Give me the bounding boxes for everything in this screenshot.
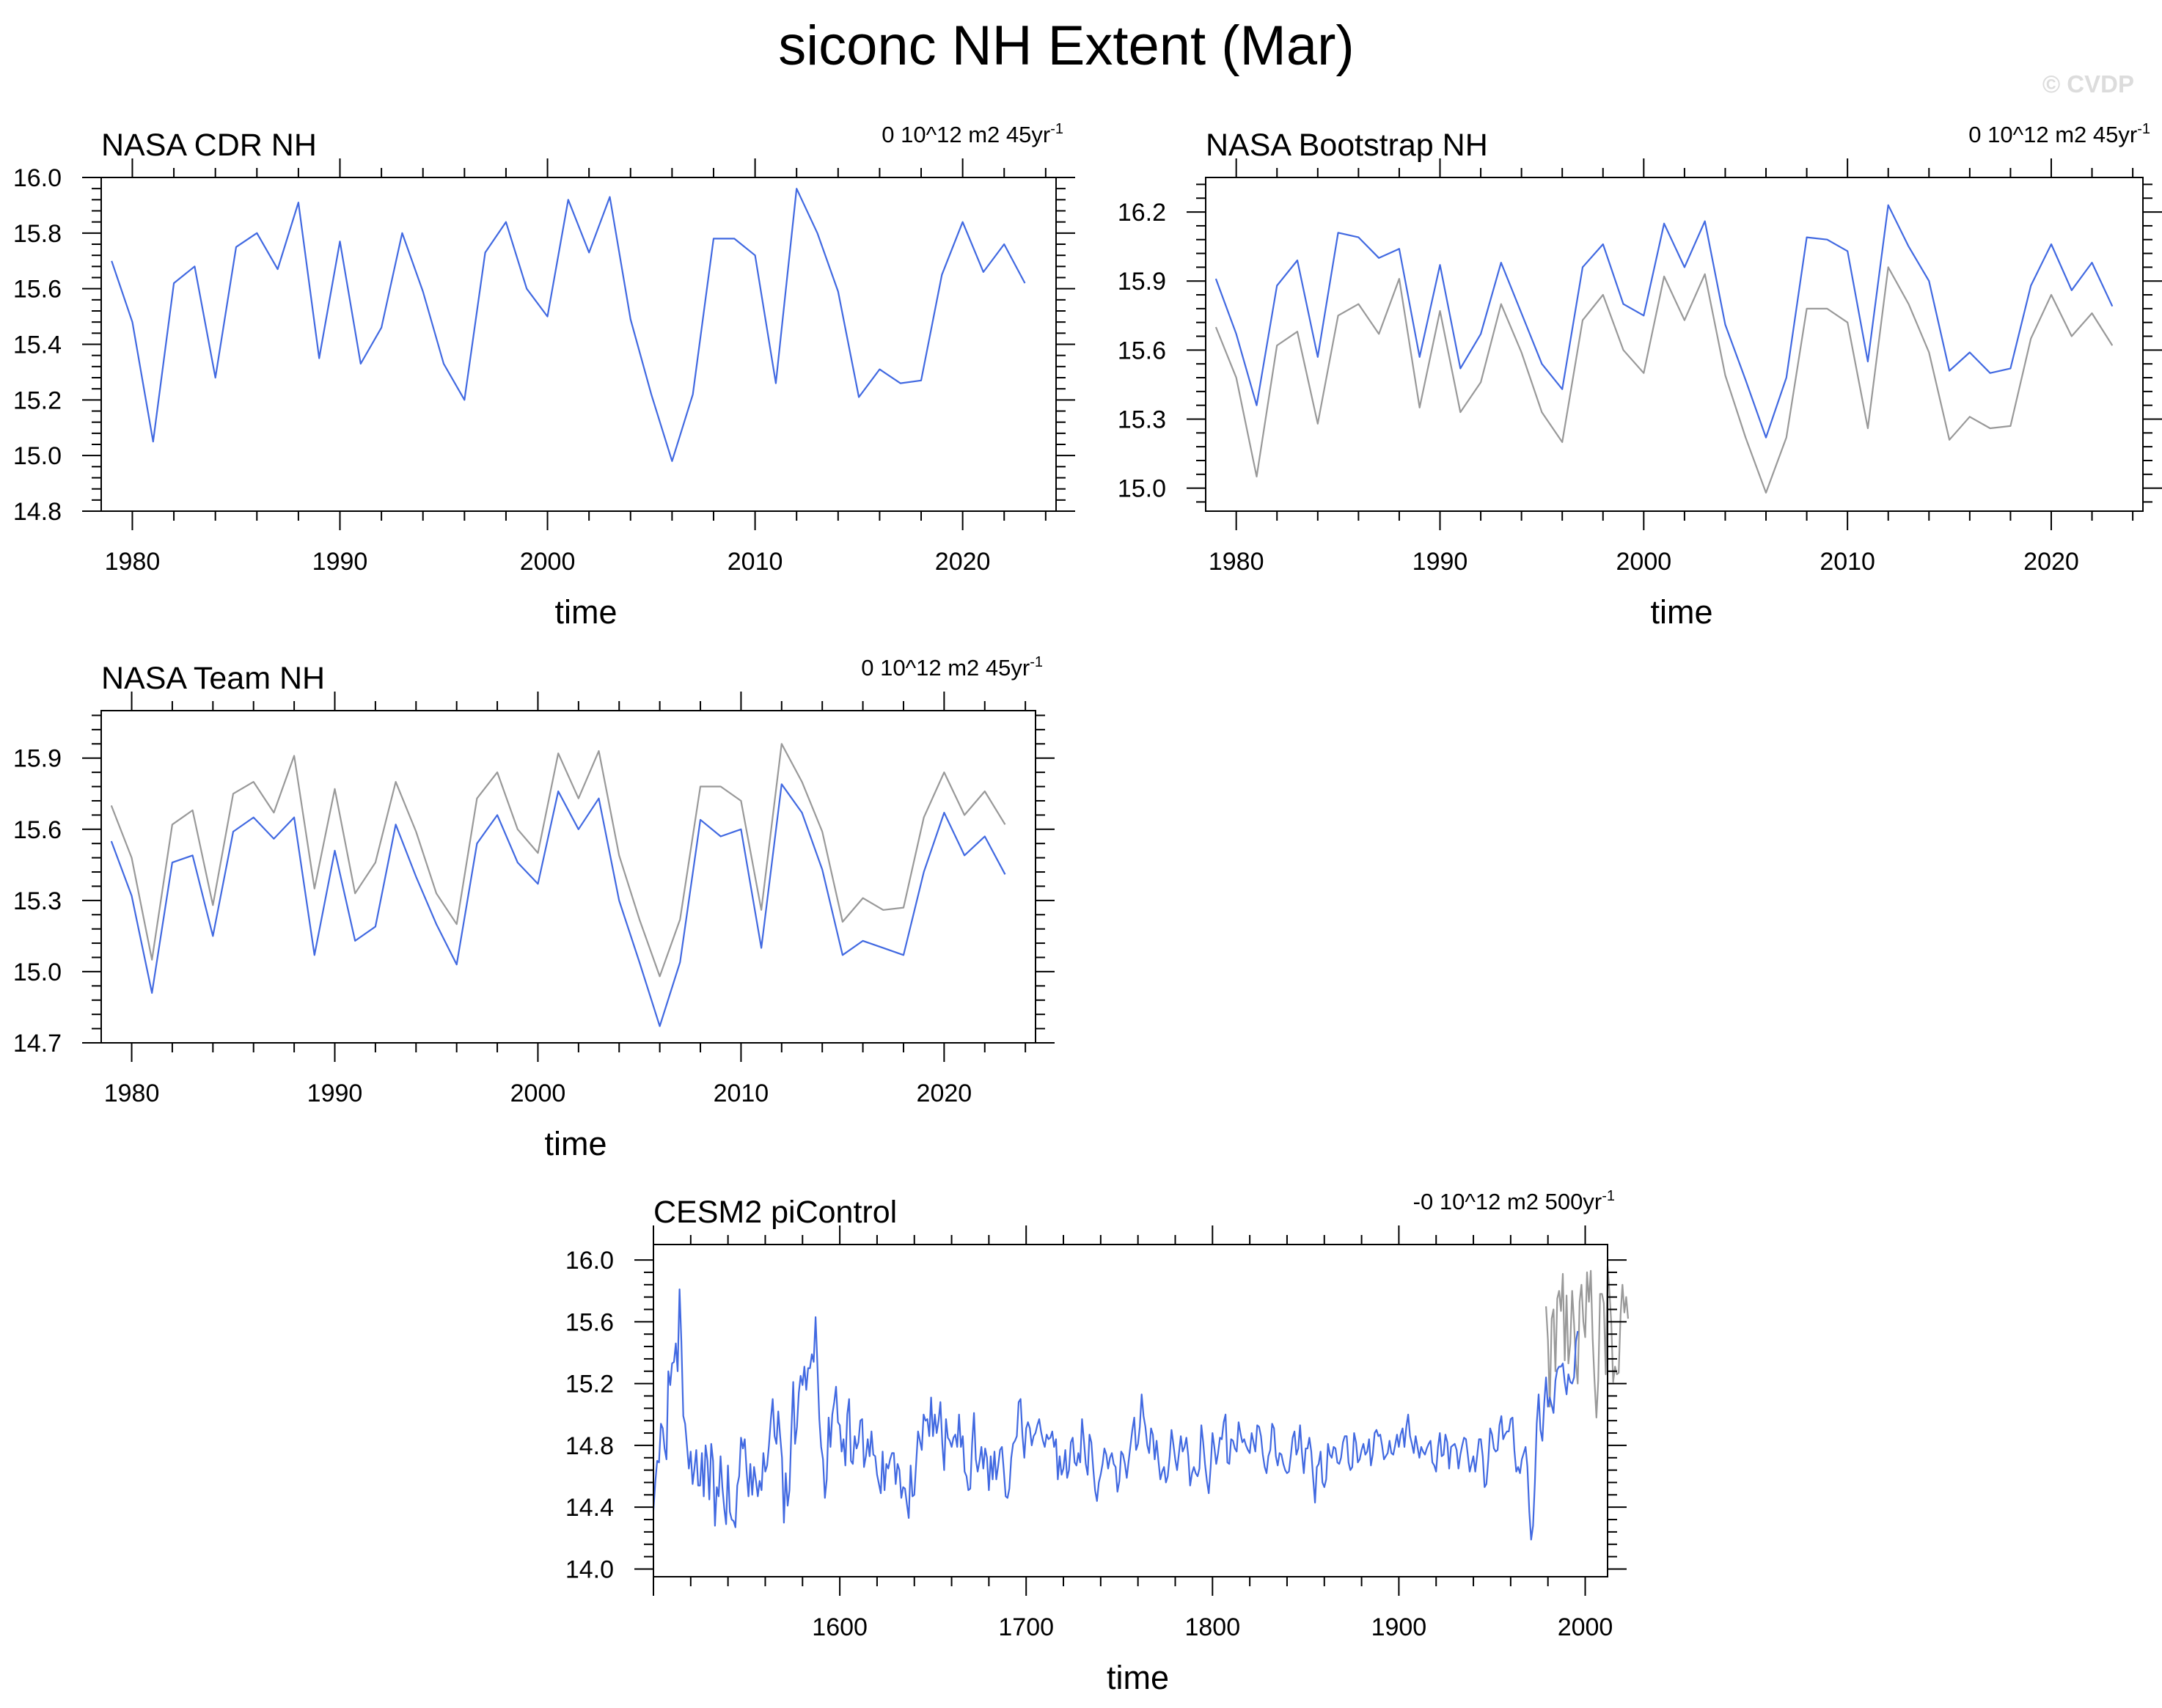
y-tick-label: 16.0 [13,164,62,192]
y-tick-label: 15.6 [13,276,62,304]
x-tick-label: 1700 [998,1613,1054,1641]
y-tick-label: 15.9 [13,745,62,773]
x-tick-label: 1900 [1371,1613,1427,1641]
y-tick-label: 16.0 [565,1247,614,1275]
y-tick-label: 16.2 [1118,199,1166,227]
figure-title: siconc NH Extent (Mar) [778,15,1355,77]
y-tick-label: 15.8 [13,220,62,248]
trend-text: 0 10^12 m2 45yr [882,122,1050,147]
x-tick-label: 1990 [307,1080,363,1107]
x-tick-label: 2000 [510,1080,566,1107]
x-tick-label: 2000 [1558,1613,1613,1641]
y-tick-label: 15.9 [1118,268,1166,296]
plot-frame [1205,177,2144,512]
x-tick-label: 2000 [520,548,576,576]
x-tick-label: 2010 [728,548,783,576]
x-tick-label: 2020 [917,1080,972,1107]
x-tick-label: 2010 [714,1080,769,1107]
plot-frame [100,710,1036,1044]
y-tick-label: 15.6 [13,816,62,844]
y-tick-label: 14.8 [13,498,62,526]
x-axis-label: time [554,593,617,631]
panel-title: NASA Team NH [101,661,325,696]
panel-cesm2-picontrol: CESM2 piControl -0 10^12 m2 500yr-1 time… [565,1188,1630,1696]
y-tick-label: 15.0 [13,959,62,986]
panel-nasa-cdr-nh: NASA CDR NH 0 10^12 m2 45yr-1 time 14.8 1… [13,121,1075,631]
y-tick-label: 15.0 [1118,475,1166,503]
series-line-reference [1214,266,2114,494]
panel-title: NASA Bootstrap NH [1206,128,1488,163]
x-axis-label: time [1650,593,1712,631]
y-tick-label: 14.8 [565,1432,614,1460]
trend-label: -0 10^12 m2 500yr-1 [1413,1188,1615,1214]
y-tick-label: 14.0 [565,1555,614,1583]
series-line-main [652,1288,1579,1541]
y-tick-label: 15.0 [13,442,62,470]
x-tick-label: 1980 [104,1080,160,1107]
y-tick-label: 14.4 [565,1494,614,1522]
x-tick-label: 1990 [312,548,368,576]
x-tick-label: 2010 [1820,548,1875,576]
x-tick-label: 2000 [1616,548,1672,576]
panel-nasa-bootstrap-nh: NASA Bootstrap NH 0 10^12 m2 45yr-1 time… [1118,121,2162,631]
trend-label: 0 10^12 m2 45yr-1 [861,654,1043,681]
plot-frame [653,1244,1608,1577]
x-tick-label: 1990 [1412,548,1468,576]
y-tick-label: 15.2 [13,386,62,414]
x-tick-label: 1800 [1184,1613,1240,1641]
x-axis-label: time [1107,1659,1169,1696]
y-tick-label: 15.2 [565,1371,614,1399]
x-axis-label: time [544,1125,607,1162]
series-line-reference [110,743,1006,978]
trend-label: 0 10^12 m2 45yr-1 [1968,121,2150,147]
panel-title: CESM2 piControl [653,1195,897,1230]
y-tick-label: 15.4 [13,331,62,359]
y-tick-label: 15.3 [1118,406,1166,433]
y-tick-label: 14.7 [13,1030,62,1058]
series-line-reference [1545,1265,1630,1419]
trend-superscript: -1 [1050,121,1063,137]
trend-label: 0 10^12 m2 45yr-1 [882,121,1063,147]
x-tick-label: 1980 [105,548,161,576]
trend-text: 0 10^12 m2 45yr [861,655,1030,681]
series-line-main [111,188,1026,462]
x-tick-label: 1600 [812,1613,868,1641]
y-tick-label: 15.3 [13,887,62,915]
panel-nasa-team-nh: NASA Team NH 0 10^12 m2 45yr-1 time 14.7… [13,654,1055,1162]
cvdp-watermark: © CVDP [2042,70,2134,98]
y-tick-label: 15.6 [1118,337,1166,364]
trend-text: 0 10^12 m2 45yr [1968,122,2137,147]
trend-superscript: -1 [1602,1188,1615,1204]
trend-superscript: -1 [1030,654,1043,670]
x-tick-label: 2020 [2023,548,2079,576]
series-line-main [1214,204,2114,439]
x-tick-label: 2020 [935,548,991,576]
trend-text: -0 10^12 m2 500yr [1413,1189,1602,1214]
y-tick-label: 15.6 [565,1308,614,1336]
x-tick-label: 1980 [1209,548,1264,576]
series-line-main [110,783,1006,1027]
trend-superscript: -1 [2137,121,2150,137]
panel-title: NASA CDR NH [101,128,317,163]
